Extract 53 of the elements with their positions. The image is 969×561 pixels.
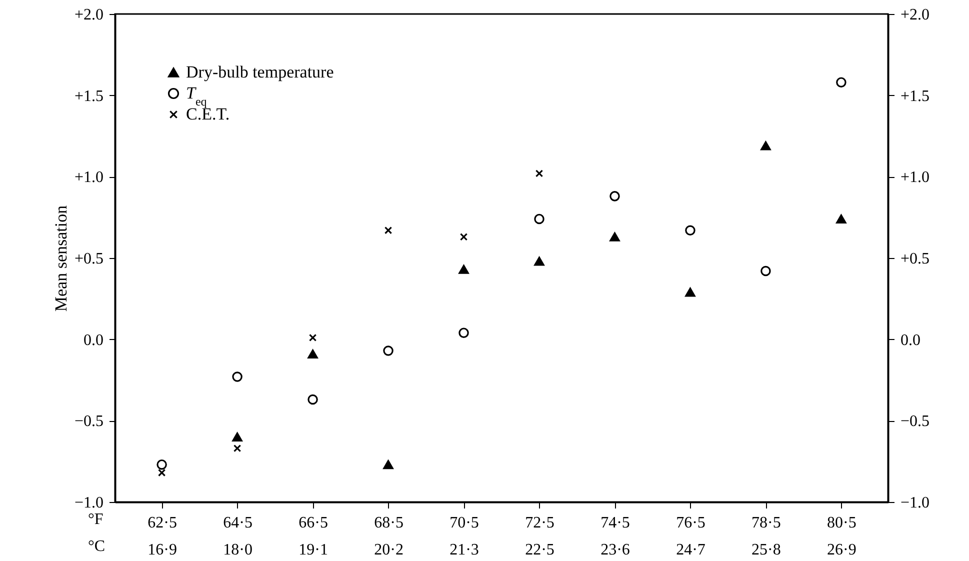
point	[610, 191, 620, 202]
point	[308, 349, 318, 359]
point	[534, 214, 544, 224]
x-tick-label: 70·5 21·3	[450, 514, 479, 558]
x-tick-label: 62·5 16·9	[148, 514, 177, 558]
point	[460, 233, 468, 241]
point	[610, 232, 620, 242]
y2-tick-label: +1.5	[900, 88, 930, 105]
point	[685, 225, 696, 236]
point	[458, 264, 469, 274]
x-tick-label: 68·5 20·2	[374, 514, 404, 558]
text: °C	[88, 538, 106, 556]
point	[458, 328, 469, 338]
y2-tick-label: +2.0	[900, 6, 930, 24]
y-tick-label: 0.0	[84, 332, 104, 349]
y-tick-label: +0.5	[74, 250, 104, 268]
x-tick-label: 78·5 25·8	[752, 514, 781, 558]
y-axis-title: Mean sensation	[51, 204, 70, 312]
point	[534, 256, 544, 266]
point	[308, 394, 318, 405]
y-tick-label: +1.0	[74, 169, 104, 186]
point	[760, 141, 771, 150]
x-tick-label: 72·5 22·5	[525, 514, 554, 558]
point	[836, 214, 846, 224]
y2-tick-label: −0.5	[900, 413, 930, 430]
point	[836, 77, 846, 88]
point	[383, 460, 394, 470]
y2-tick-label: +0.5	[900, 250, 930, 268]
y-tick-label: −0.5	[74, 413, 104, 430]
point	[232, 372, 242, 382]
text: °F	[88, 511, 104, 529]
x-tick-label: 74·5 23·6	[600, 514, 630, 558]
point	[233, 444, 242, 452]
point	[760, 266, 771, 276]
point	[158, 468, 166, 477]
x-tick-label: 80·5 26·9	[827, 514, 856, 558]
point	[308, 334, 317, 342]
point	[383, 346, 394, 356]
x-tick-label: 66·5 19·1	[298, 514, 328, 558]
point	[384, 226, 392, 234]
x-tick-label: 76·5 24·7	[676, 514, 706, 558]
y-tick-label: +1.5	[74, 88, 104, 105]
y2-tick-label: −1.0	[900, 494, 930, 512]
point	[685, 288, 696, 297]
point	[156, 459, 167, 470]
y2-tick-label: +1.0	[900, 169, 930, 186]
y2-tick-label: 0.0	[900, 332, 920, 349]
point	[535, 170, 544, 178]
y-tick-label: +2.0	[74, 6, 104, 24]
x-tick-label: 64·5 18·0	[223, 514, 252, 558]
y-tick-label: −1.0	[74, 494, 104, 512]
legend-label: Dry-bulb temperature	[186, 62, 334, 82]
point	[232, 432, 242, 442]
